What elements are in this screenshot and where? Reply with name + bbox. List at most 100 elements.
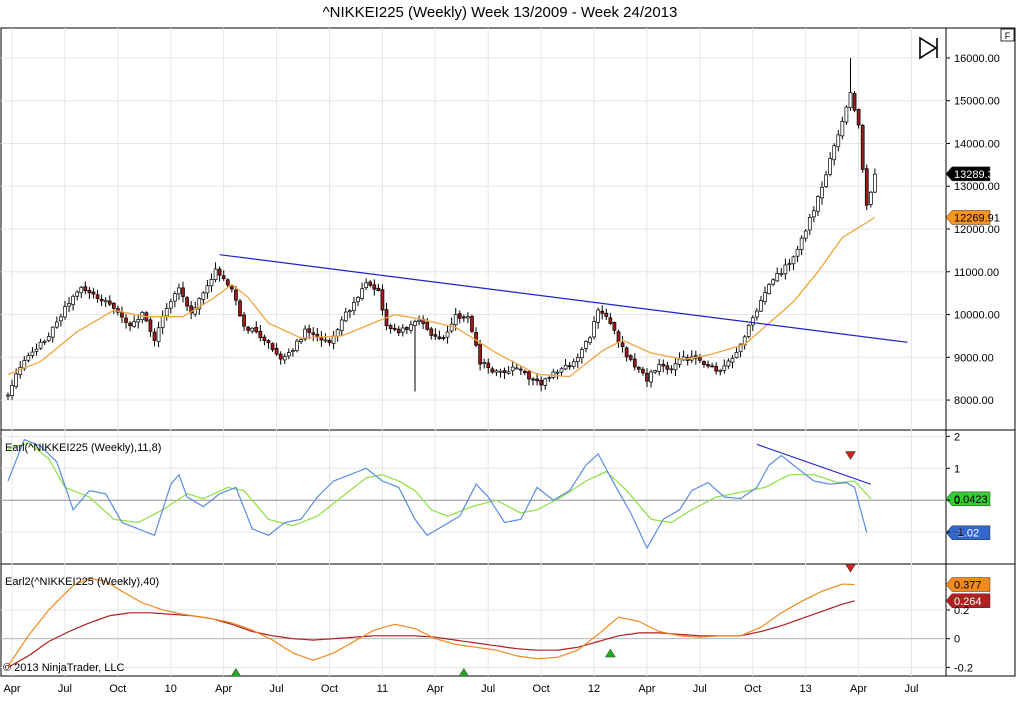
candle-body[interactable] — [405, 327, 409, 330]
corner-badge[interactable]: F — [1000, 28, 1015, 42]
candle-body[interactable] — [75, 291, 80, 297]
candle-body[interactable] — [726, 360, 731, 367]
candle-body[interactable] — [840, 121, 845, 137]
candle-body[interactable] — [771, 279, 776, 285]
candle-body[interactable] — [335, 329, 340, 337]
candle-body[interactable] — [539, 379, 544, 386]
candle-body[interactable] — [136, 318, 141, 323]
candle-body[interactable] — [820, 186, 824, 199]
candle-body[interactable] — [787, 263, 792, 265]
candle-body[interactable] — [457, 313, 462, 319]
candle-body[interactable] — [343, 311, 348, 322]
candle-body[interactable] — [750, 317, 755, 326]
candle-body[interactable] — [498, 370, 503, 373]
price-trendline[interactable] — [219, 254, 908, 343]
candle-body[interactable] — [148, 319, 153, 332]
candle-body[interactable] — [620, 342, 625, 348]
candle-body[interactable] — [425, 321, 430, 330]
candle-body[interactable] — [799, 237, 804, 250]
candle-body[interactable] — [388, 325, 393, 329]
candle-body[interactable] — [824, 174, 828, 187]
candle-body[interactable] — [59, 316, 63, 322]
candle-body[interactable] — [400, 327, 405, 333]
candle-body[interactable] — [417, 319, 421, 322]
candle-body[interactable] — [242, 314, 246, 327]
candle-body[interactable] — [323, 339, 328, 342]
candle-body[interactable] — [755, 310, 759, 318]
candle-body[interactable] — [311, 332, 316, 335]
candle-body[interactable] — [518, 368, 523, 371]
candle-body[interactable] — [502, 370, 507, 374]
candle-body[interactable] — [331, 335, 336, 344]
candle-body[interactable] — [706, 364, 710, 367]
candle-body[interactable] — [722, 365, 727, 371]
candle-body[interactable] — [124, 317, 128, 323]
candle-body[interactable] — [803, 230, 808, 239]
candle-body[interactable] — [205, 285, 210, 294]
candle-body[interactable] — [278, 353, 283, 360]
candle-body[interactable] — [461, 316, 466, 319]
earl2-panel[interactable]: 0.377 0.264 — [7, 564, 991, 677]
candle-body[interactable] — [14, 373, 18, 387]
candle-body[interactable] — [189, 305, 193, 314]
candle-body[interactable] — [282, 356, 287, 361]
candle-body[interactable] — [535, 378, 539, 382]
candle-body[interactable] — [759, 300, 763, 312]
candle-body[interactable] — [217, 268, 222, 276]
candle-body[interactable] — [107, 300, 112, 305]
candle-body[interactable] — [18, 366, 23, 375]
candle-body[interactable] — [254, 326, 259, 333]
candle-body[interactable] — [730, 357, 735, 363]
buy-signal-marker[interactable] — [458, 667, 470, 677]
candle-body[interactable] — [433, 334, 438, 337]
candle-body[interactable] — [348, 310, 352, 313]
candle-body[interactable] — [795, 248, 800, 257]
candle-body[interactable] — [10, 385, 14, 396]
candle-body[interactable] — [79, 286, 84, 294]
candle-body[interactable] — [327, 340, 332, 344]
candle-body[interactable] — [262, 336, 267, 341]
candle-body[interactable] — [567, 365, 572, 368]
candle-body[interactable] — [571, 361, 576, 367]
candle-body[interactable] — [641, 368, 645, 374]
candle-body[interactable] — [864, 168, 869, 206]
candle-body[interactable] — [26, 355, 31, 361]
candle-body[interactable] — [42, 341, 47, 343]
skip-to-end-icon[interactable] — [919, 36, 938, 60]
candle-body[interactable] — [616, 331, 621, 343]
candle-body[interactable] — [527, 371, 531, 380]
candle-body[interactable] — [653, 370, 657, 373]
candle-body[interactable] — [812, 210, 816, 218]
candle-body[interactable] — [649, 371, 653, 383]
candle-body[interactable] — [177, 287, 181, 295]
candle-body[interactable] — [441, 337, 446, 339]
candle-body[interactable] — [83, 286, 88, 292]
candle-body[interactable] — [368, 281, 373, 286]
candle-body[interactable] — [791, 256, 796, 265]
candle-body[interactable] — [299, 339, 303, 343]
candle-body[interactable] — [490, 368, 495, 373]
candle-body[interactable] — [665, 365, 670, 370]
candle-body[interactable] — [213, 268, 218, 280]
candle-body[interactable] — [738, 343, 743, 353]
candle-body[interactable] — [291, 350, 295, 352]
candle-body[interactable] — [429, 328, 434, 336]
candle-body[interactable] — [307, 328, 312, 333]
candle-body[interactable] — [91, 291, 96, 295]
candle-body[interactable] — [604, 312, 609, 317]
candle-body[interactable] — [860, 125, 865, 170]
sell-signal-marker[interactable] — [845, 451, 856, 460]
candle-body[interactable] — [816, 196, 820, 212]
candle-body[interactable] — [185, 297, 189, 307]
candle-body[interactable] — [364, 282, 369, 288]
candle-body[interactable] — [588, 337, 592, 343]
candle-body[interactable] — [636, 367, 641, 370]
candle-body[interactable] — [563, 365, 568, 370]
candle-body[interactable] — [657, 364, 662, 372]
candle-body[interactable] — [734, 352, 739, 359]
candle-body[interactable] — [6, 394, 10, 397]
candle-body[interactable] — [409, 324, 413, 331]
candle-body[interactable] — [486, 362, 491, 368]
candle-body[interactable] — [478, 343, 482, 365]
